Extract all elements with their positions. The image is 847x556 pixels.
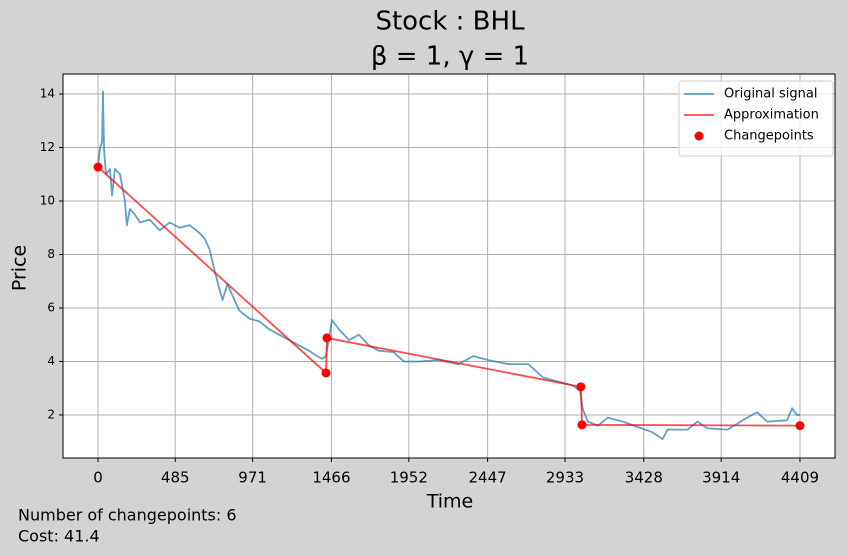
y-tick-label: 12 <box>40 140 55 154</box>
legend-label: Approximation <box>724 108 819 123</box>
changepoint <box>577 420 587 430</box>
changepoint <box>576 382 586 392</box>
x-tick-label: 3914 <box>702 469 740 487</box>
legend-box <box>678 80 834 157</box>
x-tick-label: 1466 <box>312 469 350 487</box>
chart-subtitle: β = 1, γ = 1 <box>371 42 529 72</box>
x-tick-label: 485 <box>161 469 190 487</box>
changepoint <box>322 333 332 343</box>
x-tick-label: 2933 <box>546 469 584 487</box>
plot-frame <box>62 73 836 459</box>
legend-marker <box>694 131 704 141</box>
legend-label: Original signal <box>724 87 817 102</box>
x-tick-label: 4409 <box>781 469 819 487</box>
x-tick-label: 0 <box>93 469 103 487</box>
x-tick-label: 1952 <box>390 469 428 487</box>
y-tick-label: 2 <box>47 407 55 421</box>
x-tick-label: 3428 <box>625 469 663 487</box>
y-tick-label: 4 <box>47 354 55 368</box>
legend: Original signal Approximation Changepoints <box>678 80 834 157</box>
series-line <box>97 166 800 427</box>
y-tick-label: 10 <box>40 194 55 208</box>
annotation: Number of changepoints: 6 <box>18 506 237 525</box>
y-tick-label: 6 <box>47 300 55 314</box>
y-tick-label: 8 <box>47 247 55 261</box>
changepoint <box>795 421 805 431</box>
changepoint <box>93 162 103 172</box>
x-tick-label: 2447 <box>469 469 507 487</box>
legend-label: Changepoints <box>724 129 814 144</box>
annotation: Cost: 41.4 <box>18 527 100 546</box>
chart-title: Stock : BHL <box>375 7 525 37</box>
y-axis-label: Price <box>9 245 31 291</box>
x-tick-label: 971 <box>238 469 267 487</box>
x-axis-label: Time <box>426 491 474 513</box>
marks <box>93 90 805 440</box>
y-tick-label: 14 <box>40 87 55 101</box>
changepoint <box>321 368 331 378</box>
